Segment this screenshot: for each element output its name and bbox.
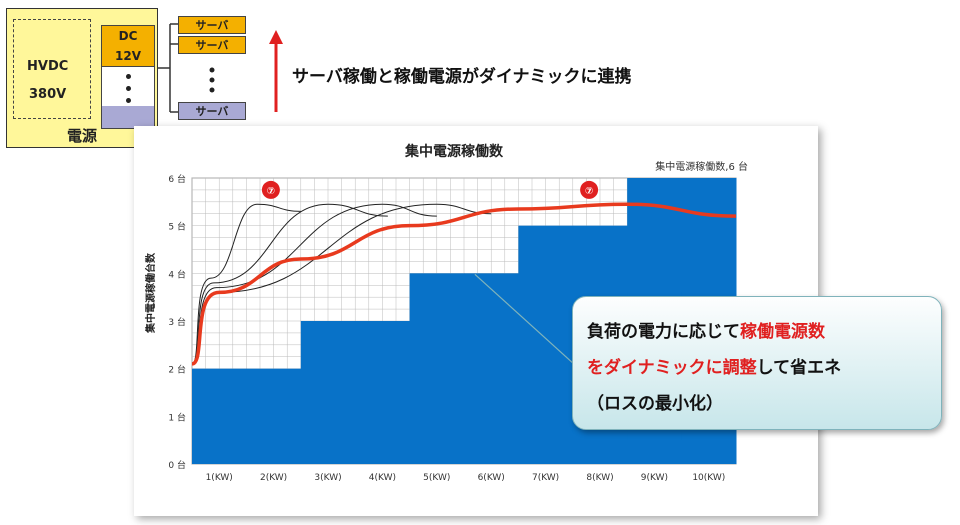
y-tick-label: 2 台 [168,364,186,376]
ellipsis-dot [126,86,131,91]
y-tick-label: 5 台 [168,221,186,233]
server-box: サーバ [178,16,246,34]
transition-curve [191,203,388,365]
x-tick-label: 5(KW) [423,473,450,483]
marker-label: ⑦ [267,186,275,197]
ellipsis-dot [126,74,131,79]
step-bar [300,321,356,464]
dc-module-inactive [102,106,154,128]
x-tick-label: 3(KW) [314,473,341,483]
chart-legend: 集中電源稼働数,6 台 [655,160,748,173]
coordination-caption: サーバ稼働と稼働電源がダイナミックに連携 [292,67,632,87]
marker-badge [261,180,280,199]
up-arrow-icon [269,30,283,112]
step-bar [355,321,411,464]
callout-line-2: をダイナミックに調整して省エネ [587,353,841,378]
ellipsis-dot [126,98,131,103]
marker-badge [580,180,599,199]
callout-line-3: （ロスの最小化） [587,394,723,414]
x-tick-label: 10(KW) [692,473,725,483]
y-tick-label: 4 台 [168,268,186,280]
transition-curve [191,203,301,365]
y-axis-label: 集中電源稼働台数 [144,252,157,334]
y-tick-label: 0 台 [168,459,186,471]
chart-title: 集中電源稼働数 [404,143,504,160]
x-tick-label: 6(KW) [478,473,505,483]
hvdc-label: HVDC [27,59,69,74]
marker-label: ⑦ [585,186,593,197]
dc-voltage: 12V [102,46,154,67]
x-tick-label: 4(KW) [369,473,396,483]
callout-line-1: 負荷の電力に応じて稼働電源数 [587,317,825,342]
step-bar [192,368,247,464]
x-tick-label: 1(KW) [206,473,233,483]
step-bar [409,273,465,464]
callout-highlight: 稼働電源数 [740,322,825,342]
y-tick-label: 6 台 [168,173,186,185]
callout-text: 負荷の電力に応じて [587,322,740,342]
x-tick-label: 2(KW) [260,473,287,483]
y-tick-label: 3 台 [168,316,186,328]
dc-module-column: DC 12V [101,25,155,129]
server-box: サーバ [178,36,246,54]
psu-label: 電源 [66,127,97,145]
callout-box: 負荷の電力に応じて稼働電源数 をダイナミックに調整して省エネ （ロスの最小化） [572,296,942,430]
power-supply-box: HVDC 380V DC 12V 電源 [6,8,158,148]
step-bar [518,225,574,464]
server-box-inactive: サーバ [178,102,246,120]
dc-label: DC [102,26,154,47]
input-voltage: 380V [29,87,67,102]
y-tick-label: 1 台 [168,411,186,423]
callout-highlight: をダイナミックに調整 [587,358,757,378]
x-tick-label: 7(KW) [532,473,559,483]
hvdc-section [13,19,91,119]
load-curve [191,202,737,366]
step-bar [246,368,302,464]
step-bar [464,273,519,464]
server-connector-lines [158,23,215,113]
callout-text: して省エネ [756,358,842,378]
x-tick-label: 8(KW) [586,473,613,483]
x-tick-label: 9(KW) [641,473,668,483]
